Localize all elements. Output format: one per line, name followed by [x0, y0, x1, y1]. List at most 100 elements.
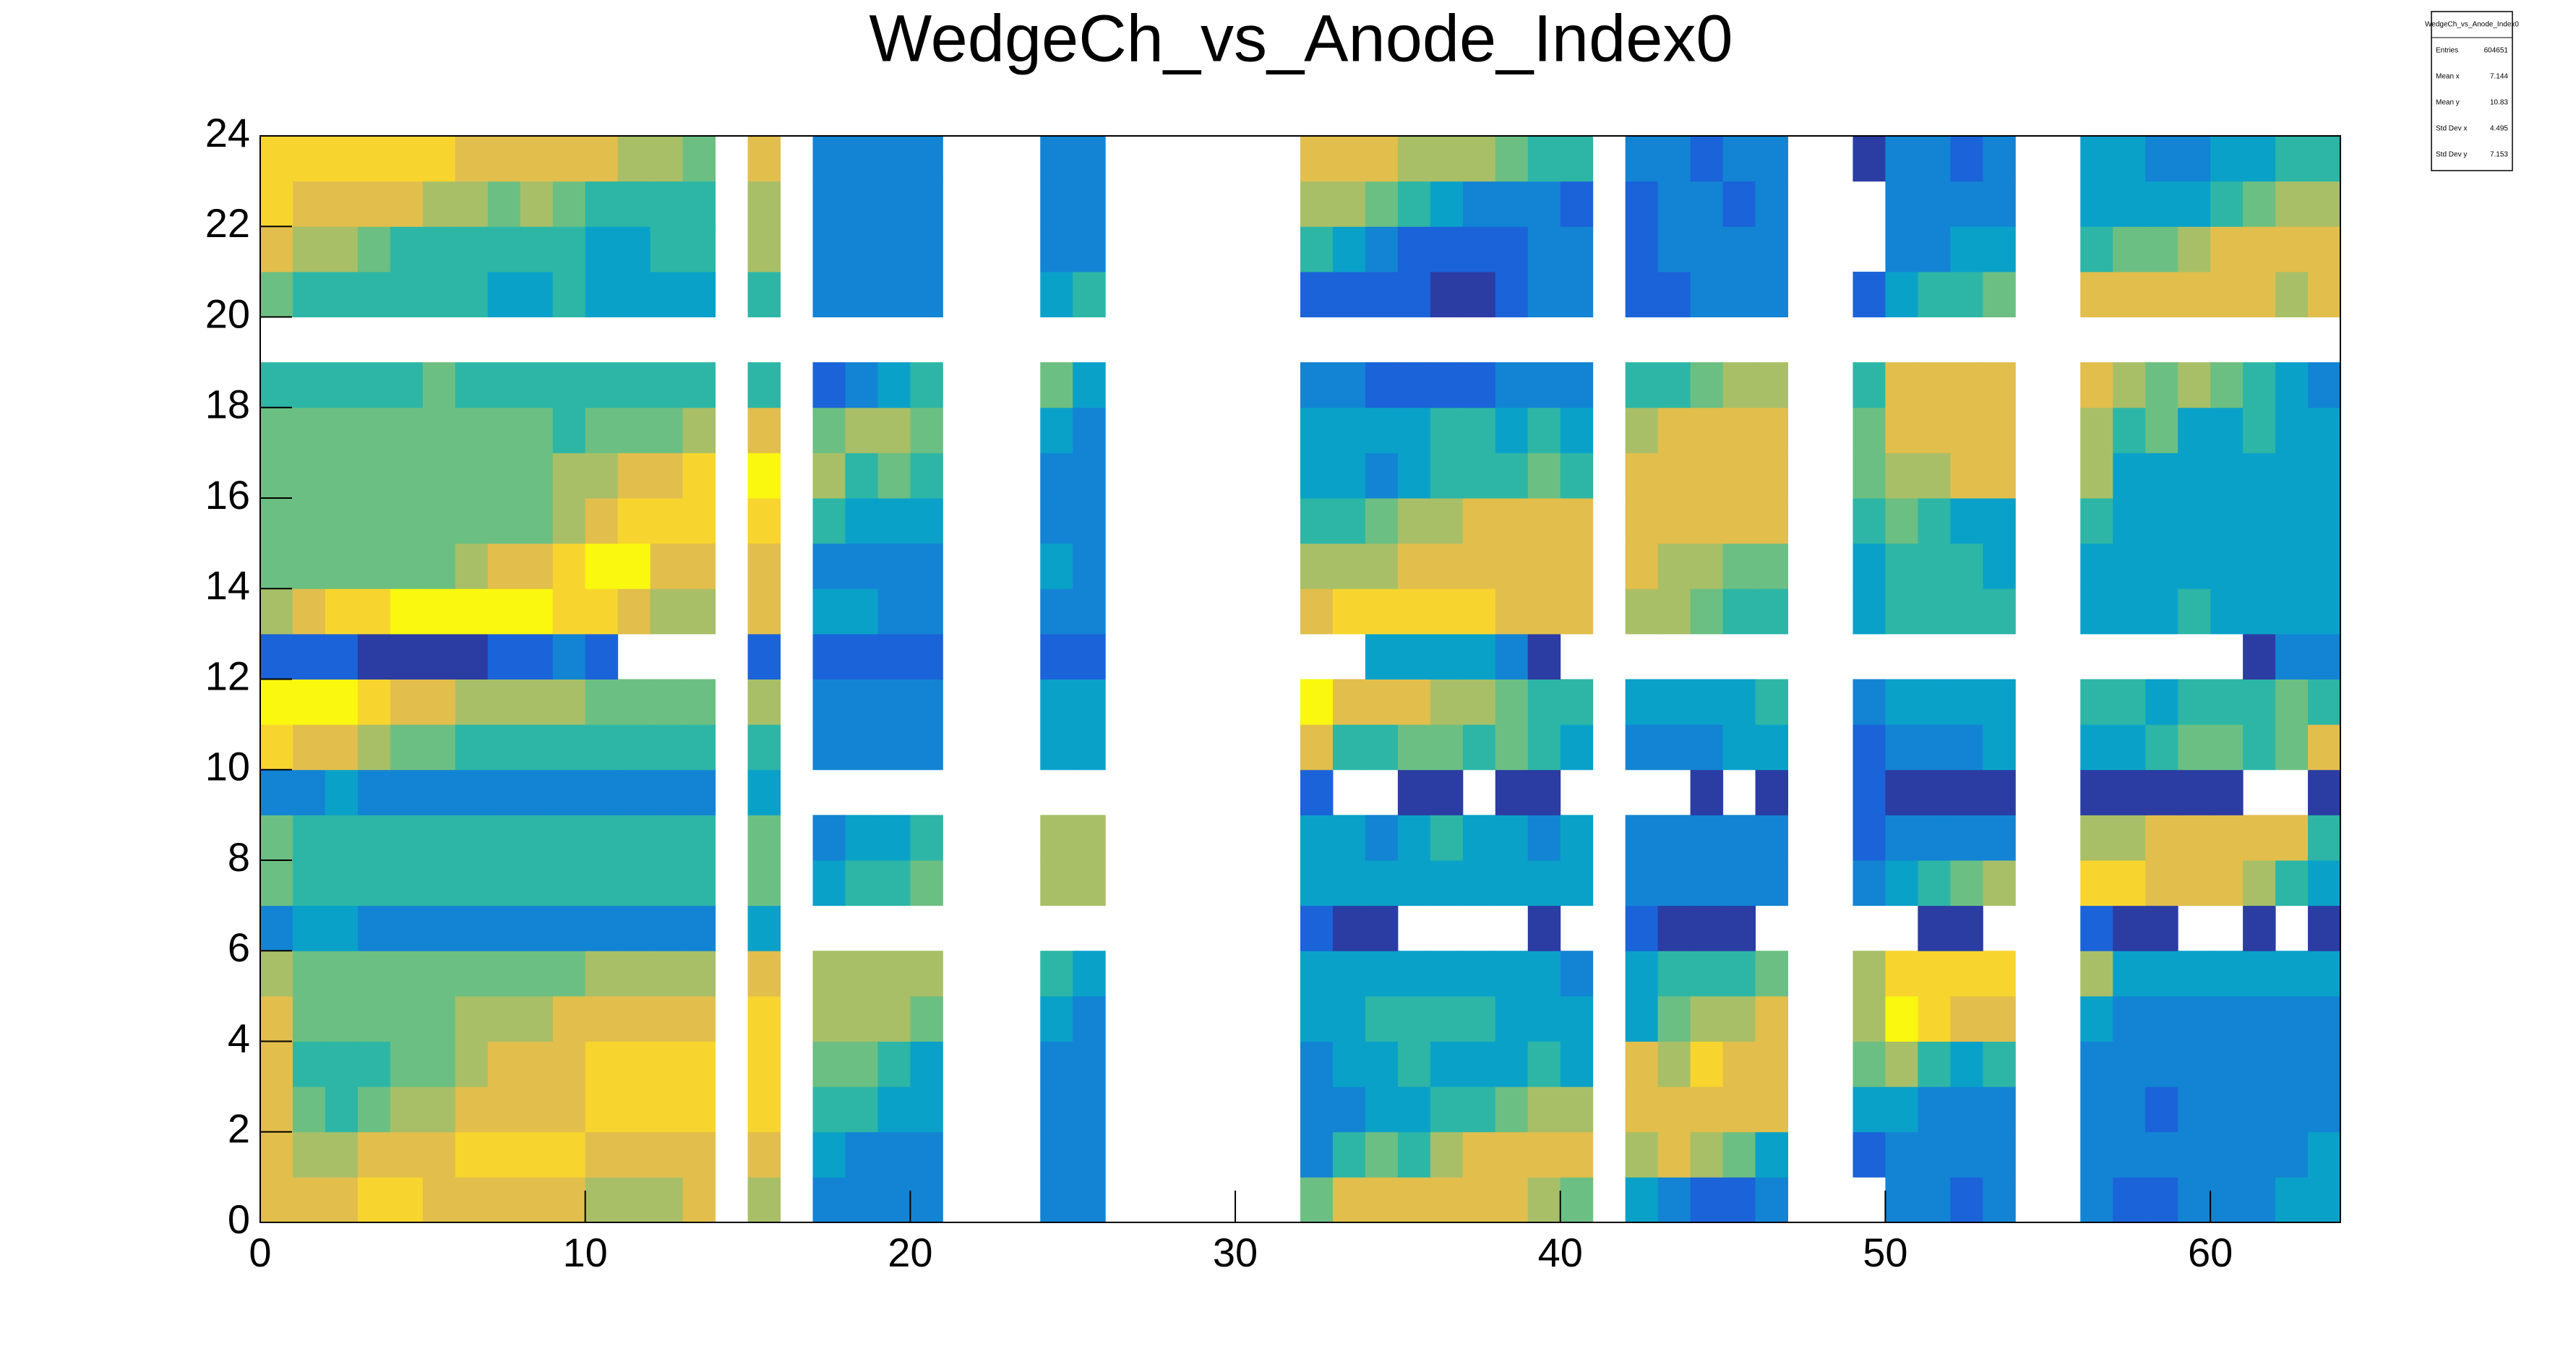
heatmap-cell: [487, 181, 521, 227]
heatmap-cell: [1495, 1041, 1529, 1087]
heatmap-cell: [910, 362, 943, 408]
heatmap-cell: [617, 1041, 651, 1087]
heatmap-cell: [812, 1041, 846, 1087]
heatmap-cell: [1950, 679, 1983, 725]
heatmap-cell: [2308, 724, 2341, 771]
heatmap-cell: [747, 815, 781, 861]
heatmap-cell: [2178, 271, 2211, 317]
heatmap-cell: [487, 543, 521, 589]
heatmap-cell: [1495, 995, 1529, 1042]
heatmap-cell: [552, 679, 586, 725]
heatmap-cell: [845, 588, 878, 635]
heatmap-cell: [877, 588, 911, 635]
heatmap-cell: [1300, 769, 1334, 815]
heatmap-cell: [1560, 1131, 1594, 1178]
heatmap-cell: [1885, 1086, 1918, 1133]
heatmap-cell: [2145, 543, 2178, 589]
heatmap-cell: [2113, 362, 2146, 408]
heatmap-cell: [2210, 588, 2244, 635]
heatmap-cell: [910, 1086, 943, 1133]
heatmap-cell: [877, 724, 911, 771]
heatmap-cell: [1950, 1177, 1983, 1223]
heatmap-cell: [520, 679, 554, 725]
heatmap-cell: [1625, 181, 1659, 227]
heatmap-cell: [1073, 1177, 1106, 1223]
heatmap-cell: [260, 543, 293, 589]
heatmap-cell: [682, 181, 716, 227]
heatmap-cell: [2145, 1041, 2178, 1087]
heatmap-cell: [1625, 588, 1659, 635]
heatmap-cell: [1560, 1041, 1594, 1087]
heatmap-cell: [1560, 136, 1594, 182]
heatmap-cell: [422, 226, 456, 273]
heatmap-cell: [260, 407, 293, 453]
heatmap-cell: [1690, 905, 1724, 951]
heatmap-cell: [487, 769, 521, 815]
heatmap-cell: [2308, 226, 2341, 273]
heatmap-cell: [1657, 407, 1691, 453]
heatmap-cell: [1462, 543, 1496, 589]
heatmap-cell: [455, 860, 489, 906]
heatmap-cell: [1073, 588, 1106, 635]
heatmap-cell: [552, 453, 586, 499]
heatmap-cells: [260, 136, 2341, 1223]
heatmap-cell: [1462, 498, 1496, 544]
heatmap-cell: [2145, 1086, 2178, 1133]
heatmap-cell: [682, 679, 716, 725]
heatmap-cell: [877, 951, 911, 997]
heatmap-cell: [2145, 453, 2178, 499]
heatmap-cell: [1560, 815, 1594, 861]
heatmap-cell: [1852, 724, 1886, 771]
heatmap-cell: [1073, 724, 1106, 771]
heatmap-cell: [682, 995, 716, 1042]
stats-value: 4.495: [2490, 125, 2508, 133]
heatmap-cell: [422, 1177, 456, 1223]
heatmap-cell: [1722, 407, 1756, 453]
heatmap-cell: [812, 136, 846, 182]
heatmap-cell: [1625, 860, 1659, 906]
heatmap-cell: [877, 1177, 911, 1223]
heatmap-cell: [357, 1086, 391, 1133]
heatmap-cell: [1918, 271, 1951, 317]
heatmap-cell: [585, 905, 619, 951]
heatmap-cell: [747, 905, 781, 951]
heatmap-cell: [1430, 815, 1464, 861]
heatmap-cell: [1332, 995, 1366, 1042]
stats-value: 7.153: [2490, 151, 2508, 159]
heatmap-cell: [845, 679, 878, 725]
heatmap-cell: [1983, 453, 2016, 499]
heatmap-cell: [357, 1041, 391, 1087]
heatmap-cell: [1625, 724, 1659, 771]
heatmap-cell: [1073, 951, 1106, 997]
heatmap-cell: [1722, 905, 1756, 951]
heatmap-cell: [1950, 905, 1983, 951]
heatmap-cell: [2145, 136, 2178, 182]
heatmap-cell: [2080, 1131, 2113, 1178]
heatmap-cell: [1495, 860, 1529, 906]
heatmap-cell: [1332, 1177, 1366, 1223]
heatmap-cell: [2145, 362, 2178, 408]
heatmap-cell: [1950, 995, 1983, 1042]
heatmap-cell: [585, 407, 619, 453]
heatmap-cell: [747, 995, 781, 1042]
heatmap-cell: [1300, 362, 1334, 408]
heatmap-cell: [422, 679, 456, 725]
heatmap-cell: [292, 407, 326, 453]
heatmap-cell: [1430, 1086, 1464, 1133]
heatmap-cell: [1918, 181, 1951, 227]
heatmap-cell: [1722, 543, 1756, 589]
heatmap-cell: [325, 1086, 359, 1133]
heatmap-cell: [812, 815, 846, 861]
heatmap-cell: [1527, 362, 1561, 408]
heatmap-cell: [325, 860, 359, 906]
heatmap-cell: [585, 136, 619, 182]
heatmap-cell: [1625, 951, 1659, 997]
heatmap-cell: [1397, 588, 1431, 635]
heatmap-cell: [1462, 1041, 1496, 1087]
heatmap-cell: [552, 1177, 586, 1223]
heatmap-cell: [1950, 860, 1983, 906]
heatmap-cell: [1495, 588, 1529, 635]
heatmap-cell: [650, 271, 684, 317]
heatmap-cell: [2080, 1086, 2113, 1133]
heatmap-cell: [325, 407, 359, 453]
